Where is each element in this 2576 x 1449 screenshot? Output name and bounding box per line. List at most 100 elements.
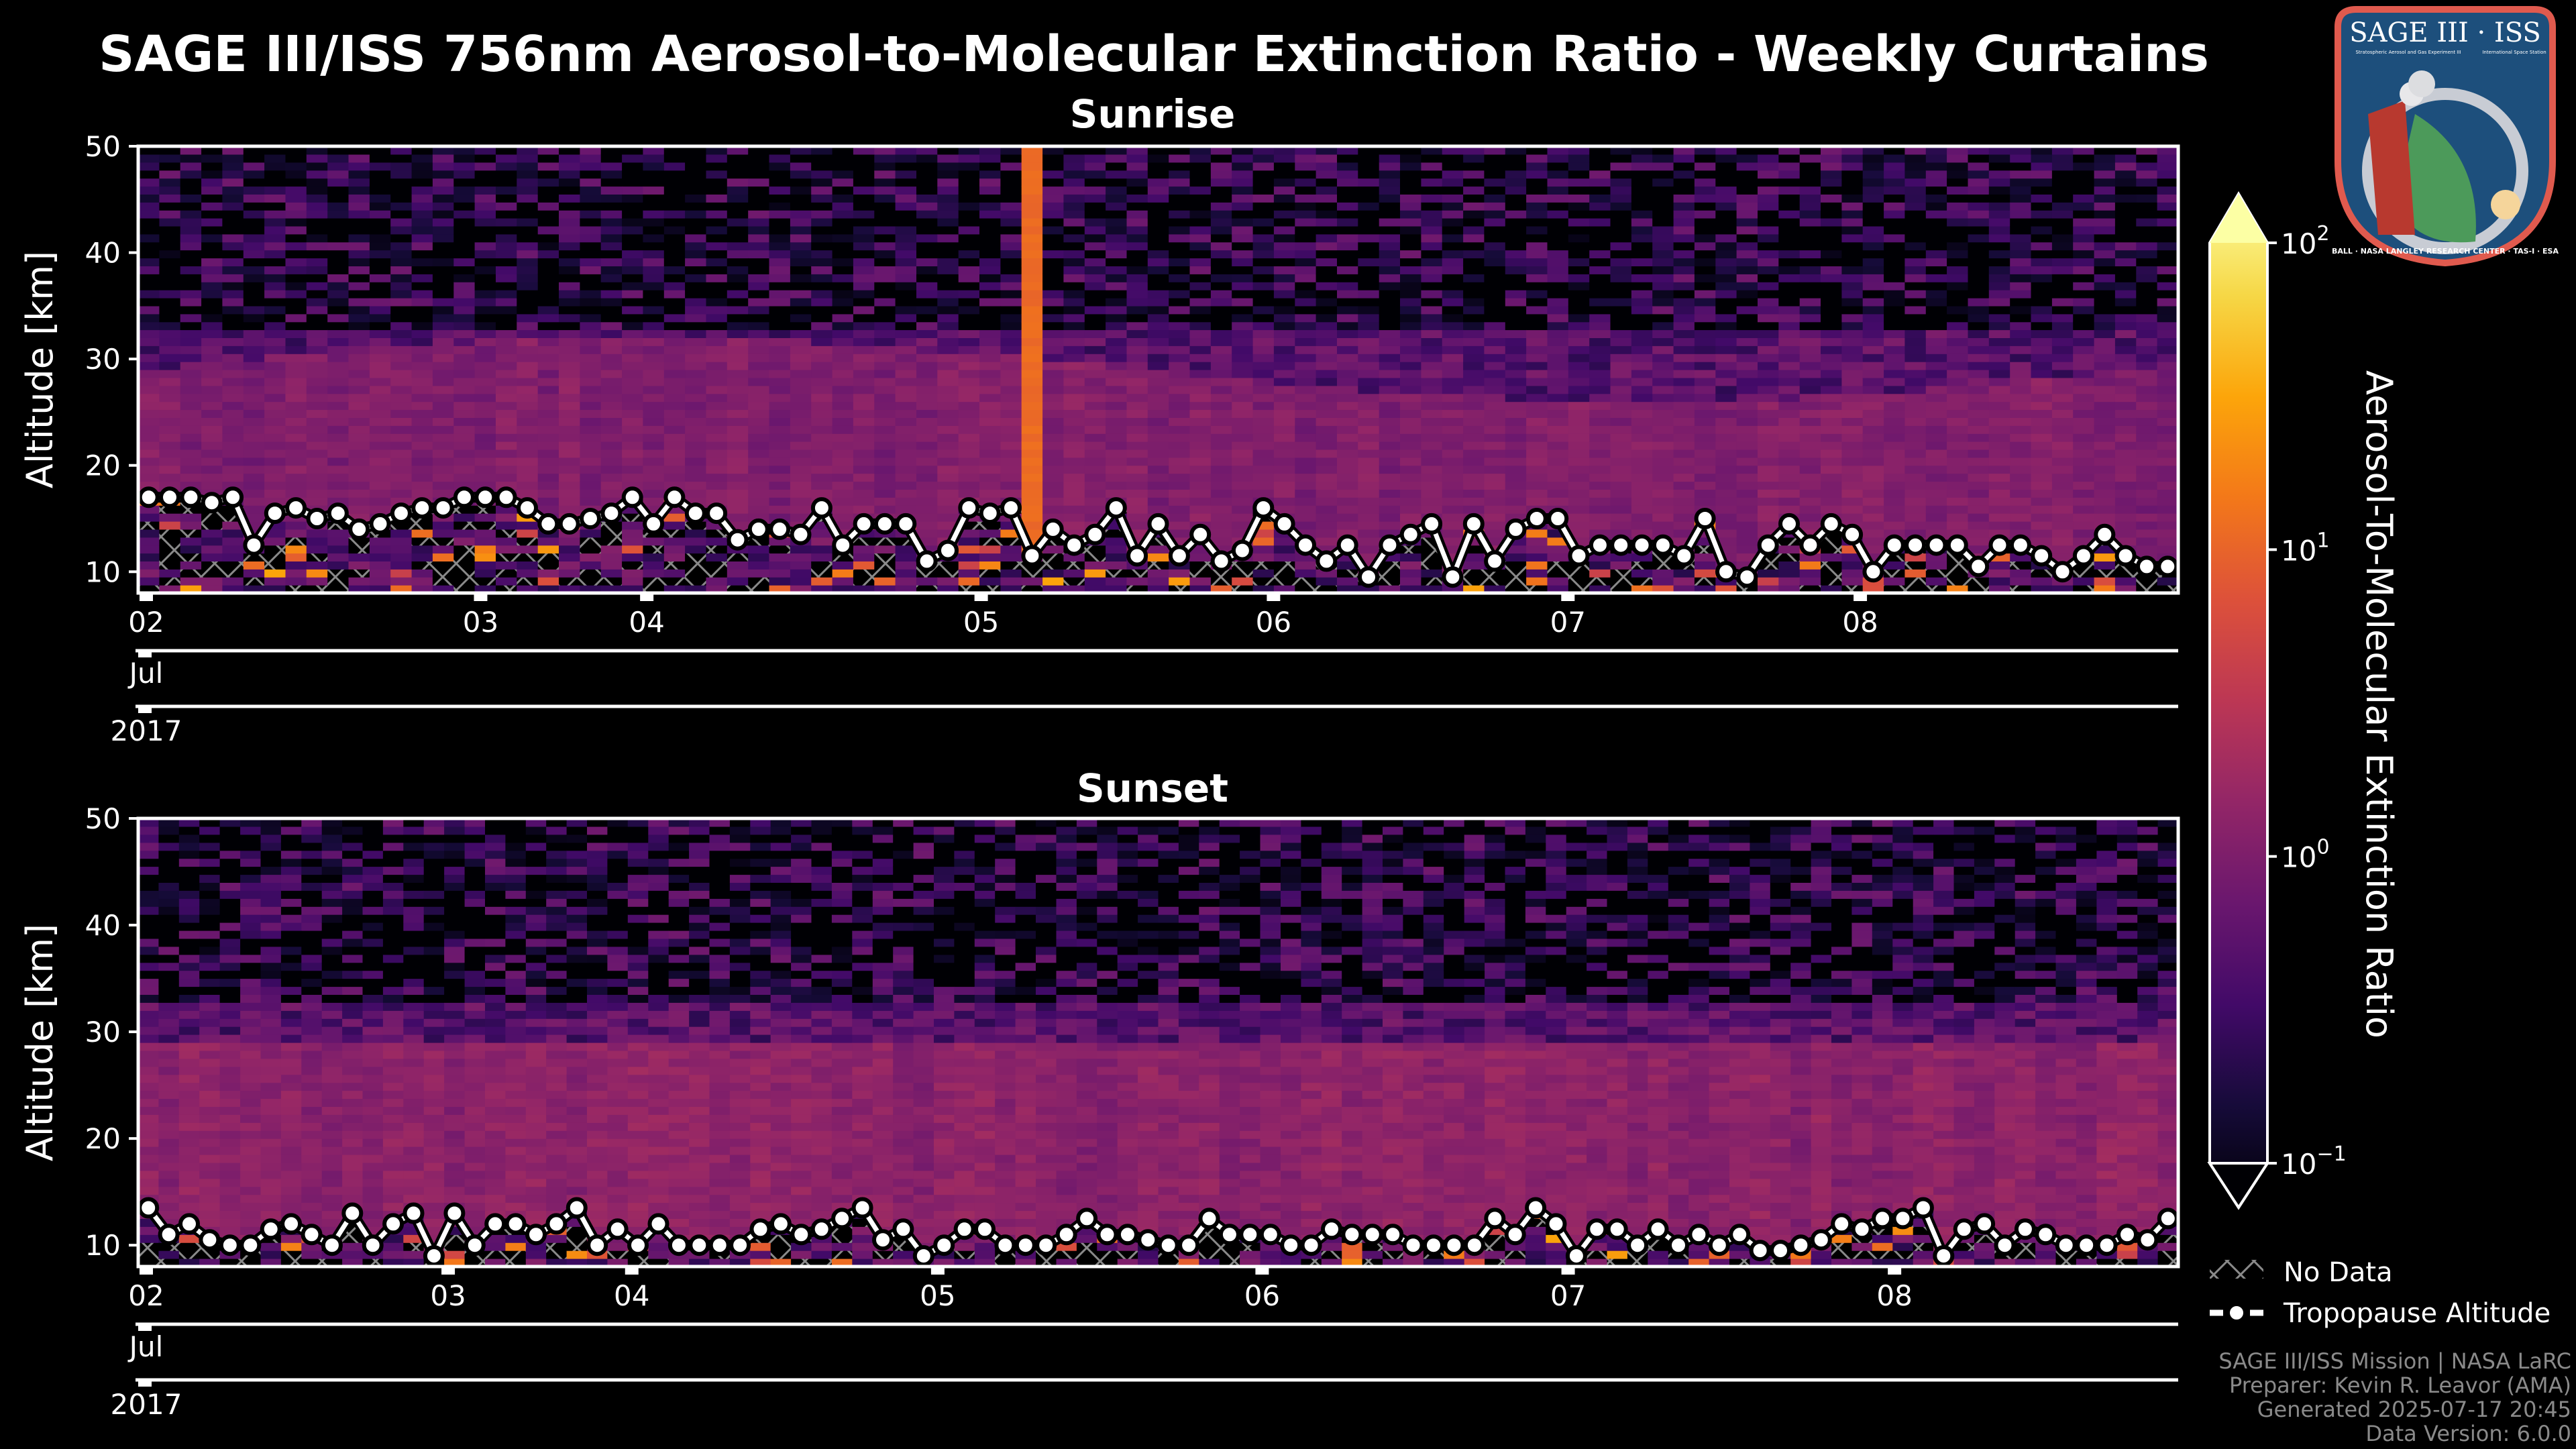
heatmap-cell xyxy=(1379,489,1401,498)
heatmap-cell xyxy=(643,321,665,331)
heatmap-cell xyxy=(1673,449,1695,458)
heatmap-cell xyxy=(390,218,413,227)
heatmap-cell xyxy=(874,202,896,211)
heatmap-cell xyxy=(1252,457,1275,466)
heatmap-cell xyxy=(1988,585,2010,593)
heatmap-cell xyxy=(1210,250,1232,259)
heatmap-cell xyxy=(159,178,181,187)
heatmap-cell xyxy=(1652,225,1674,235)
heatmap-cell xyxy=(411,329,433,338)
heatmap-cell xyxy=(1862,537,1884,546)
heatmap-cell xyxy=(1273,329,1295,338)
heatmap-cell xyxy=(1652,489,1674,498)
heatmap-cell xyxy=(853,162,875,171)
heatmap-cell xyxy=(832,250,854,259)
heatmap-cell xyxy=(874,298,896,307)
heatmap-cell xyxy=(1799,385,1821,394)
heatmap-cell xyxy=(937,218,959,227)
heatmap-cell xyxy=(643,194,665,203)
heatmap-cell xyxy=(1484,393,1506,402)
heatmap-cell xyxy=(622,521,644,530)
heatmap-cell xyxy=(1169,441,1191,450)
heatmap-cell xyxy=(1925,202,1947,211)
heatmap-cell xyxy=(1169,282,1191,290)
heatmap-cell xyxy=(1252,329,1275,338)
heatmap-cell xyxy=(811,313,833,323)
heatmap-cell xyxy=(1526,194,1548,203)
heatmap-cell xyxy=(1758,393,1779,402)
heatmap-cell xyxy=(1421,393,1443,402)
heatmap-cell xyxy=(1841,210,1864,219)
heatmap-cell xyxy=(1273,457,1295,466)
heatmap-cell xyxy=(1042,337,1065,346)
heatmap-cell xyxy=(1526,370,1548,378)
heatmap-cell xyxy=(979,298,1001,307)
heatmap-cell xyxy=(643,233,665,243)
heatmap-cell xyxy=(1631,521,1653,530)
heatmap-cell xyxy=(937,393,959,402)
heatmap-cell xyxy=(1652,425,1674,434)
heatmap-cell xyxy=(348,345,370,354)
heatmap-cell xyxy=(1821,298,1842,307)
heatmap-cell xyxy=(1484,521,1506,530)
heatmap-cell xyxy=(1925,210,1947,219)
heatmap-cell xyxy=(1799,178,1821,187)
heatmap-cell xyxy=(537,250,559,259)
heatmap-cell xyxy=(180,194,202,203)
heatmap-cell xyxy=(685,186,707,195)
heatmap-cell xyxy=(201,202,223,211)
heatmap-cell xyxy=(1526,345,1548,354)
heatmap-cell xyxy=(979,162,1001,171)
heatmap-cell xyxy=(1673,178,1695,187)
heatmap-cell xyxy=(1316,433,1338,442)
heatmap-cell xyxy=(1463,561,1485,570)
heatmap-cell xyxy=(1147,241,1169,251)
heatmap-cell xyxy=(1568,282,1590,290)
heatmap-cell xyxy=(1610,433,1632,442)
heatmap-cell xyxy=(432,337,454,346)
heatmap-cell xyxy=(453,170,476,179)
heatmap-cell xyxy=(1126,298,1148,307)
heatmap-cell xyxy=(1252,401,1275,411)
heatmap-cell xyxy=(1715,489,1737,498)
heatmap-cell xyxy=(727,225,749,235)
heatmap-cell xyxy=(285,577,307,586)
heatmap-cell xyxy=(1884,241,1906,251)
heatmap-cell xyxy=(663,321,686,331)
heatmap-cell xyxy=(1904,417,1927,426)
heatmap-cell xyxy=(1778,585,1801,593)
heatmap-cell xyxy=(1610,225,1632,235)
heatmap-cell xyxy=(1884,561,1906,570)
heatmap-cell xyxy=(1589,433,1611,442)
heatmap-cell xyxy=(1968,473,1990,482)
heatmap-cell xyxy=(432,218,454,227)
heatmap-cell xyxy=(643,162,665,171)
heatmap-cell xyxy=(748,385,770,394)
heatmap-cell xyxy=(706,577,728,586)
heatmap-cell xyxy=(811,465,833,474)
heatmap-cell xyxy=(937,385,959,394)
heatmap-cell xyxy=(600,313,623,323)
heatmap-cell xyxy=(685,282,707,290)
heatmap-cell xyxy=(453,401,476,411)
heatmap-cell xyxy=(895,393,917,402)
heatmap-cell xyxy=(1778,282,1801,290)
heatmap-cell xyxy=(1295,313,1317,323)
heatmap-cell xyxy=(1316,202,1338,211)
no-data-cell xyxy=(201,513,223,522)
heatmap-cell xyxy=(1337,329,1358,338)
heatmap-cell xyxy=(622,553,644,561)
no-data-cell xyxy=(1778,537,1801,546)
heatmap-cell xyxy=(1758,569,1779,578)
heatmap-cell xyxy=(1421,170,1443,179)
heatmap-cell xyxy=(706,457,728,466)
heatmap-cell xyxy=(1968,433,1990,442)
no-data-cell xyxy=(537,553,559,561)
heatmap-cell xyxy=(559,561,580,570)
heatmap-cell xyxy=(663,250,686,259)
heatmap-cell xyxy=(1673,417,1695,426)
heatmap-cell xyxy=(222,266,244,274)
heatmap-cell xyxy=(559,170,580,179)
heatmap-cell xyxy=(727,433,749,442)
heatmap-cell xyxy=(1484,417,1506,426)
